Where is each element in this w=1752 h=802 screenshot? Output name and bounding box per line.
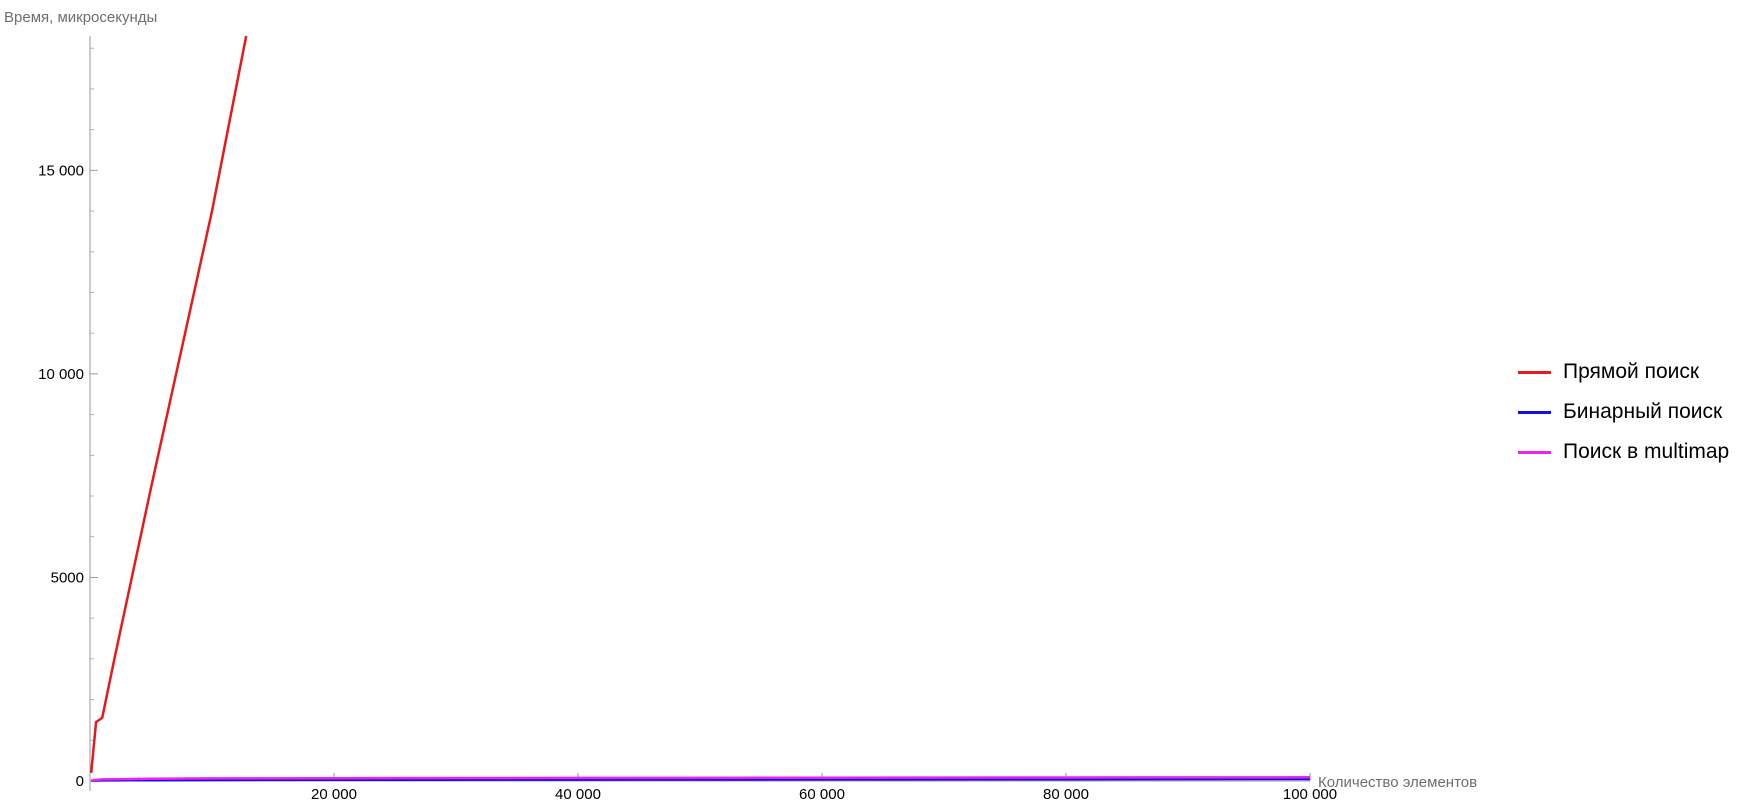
legend-label: Поиск в multimap — [1563, 440, 1729, 464]
y-tick-label: 5000 — [51, 569, 84, 586]
legend-item-multimap-search: Поиск в multimap — [1518, 432, 1729, 472]
legend-label: Прямой поиск — [1563, 360, 1699, 384]
legend-item-binary-search: Бинарный поиск — [1518, 392, 1729, 432]
x-axis-label: Количество элементов — [1318, 774, 1477, 791]
legend-label: Бинарный поиск — [1563, 400, 1722, 424]
y-tick-label: 10 000 — [38, 366, 84, 383]
y-tick-label: 0 — [76, 773, 84, 790]
legend-swatch — [1518, 451, 1551, 454]
legend-swatch — [1518, 371, 1551, 374]
x-tick-label: 80 000 — [1043, 786, 1089, 802]
series-line-1 — [91, 36, 246, 773]
x-tick-label: 60 000 — [799, 786, 845, 802]
x-tick-label: 40 000 — [555, 786, 601, 802]
series-lines — [91, 36, 1310, 781]
y-axis-label: Время, микросекунды — [4, 9, 157, 26]
x-tick-label: 20 000 — [311, 786, 357, 802]
legend: Прямой поиск Бинарный поиск Поиск в mult… — [1518, 352, 1729, 472]
y-tick-label: 15 000 — [38, 162, 84, 179]
legend-swatch — [1518, 411, 1551, 414]
legend-item-direct-search: Прямой поиск — [1518, 352, 1729, 392]
axes — [90, 36, 1310, 791]
